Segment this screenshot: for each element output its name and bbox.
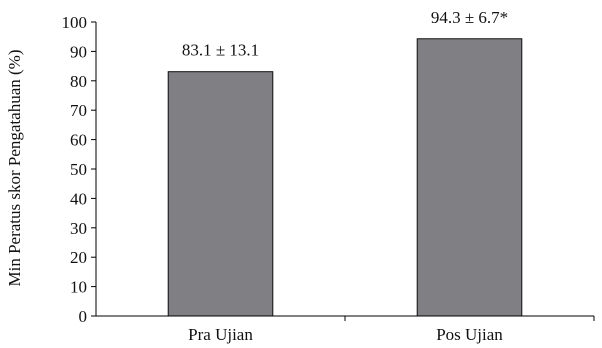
y-tick-label: 0 — [79, 307, 88, 326]
y-tick-label: 100 — [62, 13, 88, 32]
y-tick-label: 80 — [70, 72, 87, 91]
bar-pos-ujian — [416, 38, 523, 317]
y-tick-label: 10 — [70, 278, 87, 297]
bars — [167, 38, 523, 317]
bar-pra-ujian — [167, 71, 274, 317]
y-tick-label: 30 — [70, 219, 87, 238]
category-labels: Pra Ujian Pos Ujian — [188, 325, 503, 344]
data-labels: 83.1 ± 13.1 94.3 ± 6.7* — [182, 8, 508, 60]
y-tick-label: 60 — [70, 131, 87, 150]
category-label: Pos Ujian — [436, 325, 503, 344]
y-tick-label: 40 — [70, 189, 87, 208]
category-label: Pra Ujian — [188, 325, 253, 344]
data-label: 83.1 ± 13.1 — [182, 41, 259, 60]
y-tick-label: 70 — [70, 101, 87, 120]
y-axis-ticks: 0 10 20 30 40 50 60 70 80 90 100 — [62, 13, 595, 326]
y-tick-label: 20 — [70, 248, 87, 267]
y-tick-label: 90 — [70, 42, 87, 61]
y-axis-label: Min Peratus skor Pengatahuan (%) — [5, 49, 24, 286]
y-tick-label: 50 — [70, 160, 87, 179]
data-label: 94.3 ± 6.7* — [431, 8, 508, 27]
